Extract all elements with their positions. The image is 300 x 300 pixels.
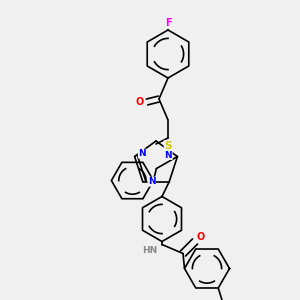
Text: N: N bbox=[165, 151, 172, 160]
Text: O: O bbox=[197, 232, 205, 242]
Text: F: F bbox=[165, 17, 171, 28]
Text: HN: HN bbox=[142, 246, 158, 255]
Text: S: S bbox=[164, 140, 172, 151]
Text: N: N bbox=[138, 149, 146, 158]
Text: O: O bbox=[135, 97, 144, 107]
Text: N: N bbox=[148, 177, 156, 186]
